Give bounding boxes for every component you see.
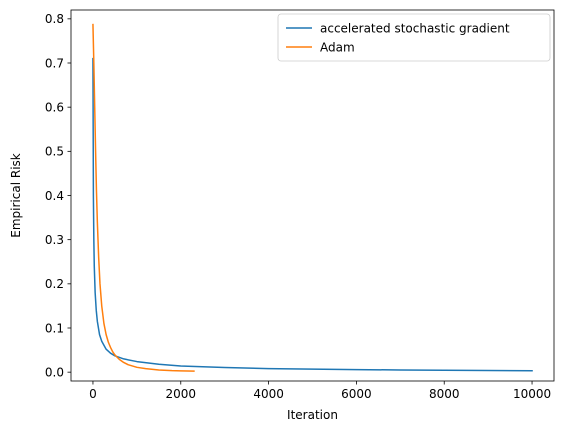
y-tick-label: 0.8 [45,12,64,26]
x-tick-label: 0 [89,387,97,401]
y-tick-label: 0.4 [45,189,64,203]
x-axis-label: Iteration [287,408,338,422]
y-tick-label: 0.7 [45,56,64,70]
y-axis-label: Empirical Risk [9,153,23,238]
y-tick-label: 0.3 [45,233,64,247]
y-tick-label: 0.6 [45,100,64,114]
legend: accelerated stochastic gradient Adam [278,14,550,61]
x-tick-label: 10000 [513,387,551,401]
legend-entry-0: accelerated stochastic gradient [320,21,510,35]
legend-entry-1: Adam [320,40,355,54]
y-tick-label: 0.0 [45,365,64,379]
x-tick-label: 2000 [165,387,196,401]
y-tick-label: 0.1 [45,321,64,335]
x-tick-label: 4000 [253,387,284,401]
y-tick-label: 0.5 [45,145,64,159]
x-tick-label: 6000 [341,387,372,401]
y-tick-label: 0.2 [45,277,64,291]
x-tick-label: 8000 [429,387,460,401]
